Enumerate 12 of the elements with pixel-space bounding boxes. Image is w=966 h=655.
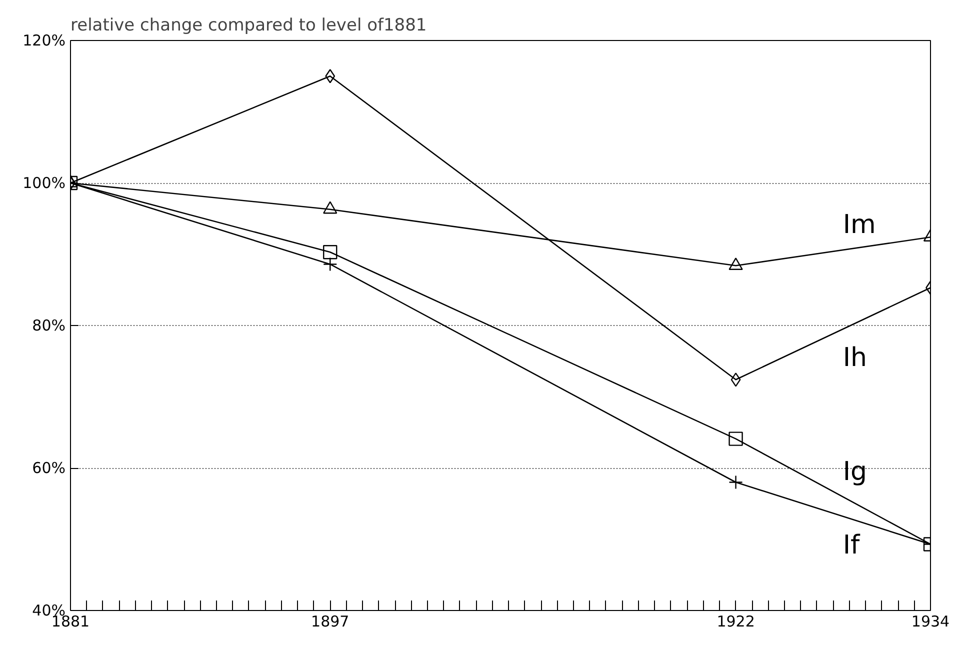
series-label: If	[842, 530, 861, 560]
chart-title: relative change compared to level of1881	[70, 16, 427, 36]
y-tick-label: 80%	[32, 316, 66, 334]
x-tick-label: 1934	[911, 612, 950, 630]
y-tick-label: 100%	[22, 174, 66, 192]
x-tick-label: 1897	[311, 612, 350, 630]
x-tick-label: 1922	[716, 612, 755, 630]
y-tick-label: 120%	[22, 32, 66, 50]
series-label: Ih	[842, 343, 868, 374]
series-label: Ig	[842, 456, 868, 487]
series-label: Im	[842, 210, 876, 240]
y-tick-label: 60%	[32, 459, 66, 477]
